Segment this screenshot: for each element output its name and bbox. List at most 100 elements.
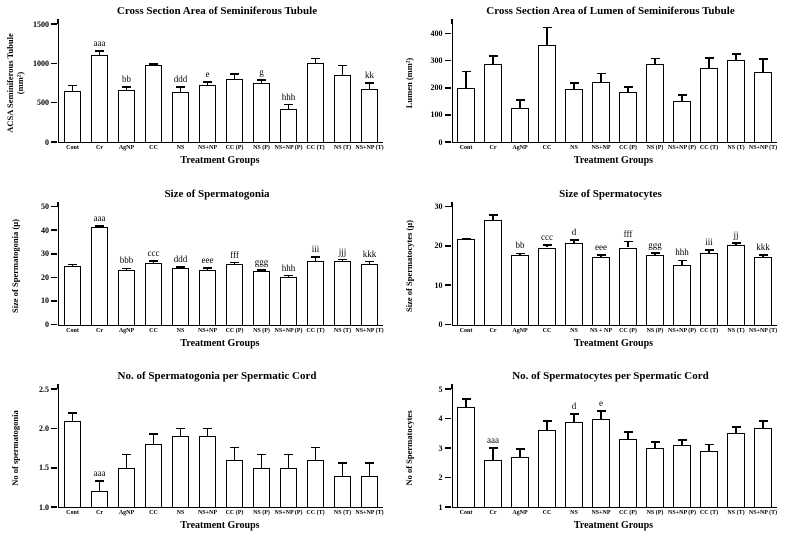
error-bar	[708, 444, 710, 452]
y-axis-tick	[444, 447, 451, 449]
error-bar-cap	[677, 259, 687, 262]
significance-annotation: kk	[365, 70, 374, 80]
significance-annotation: ggg	[254, 257, 269, 268]
error-bar-cap	[461, 237, 471, 240]
bar	[700, 451, 718, 508]
error-bar-cap	[122, 453, 131, 456]
chart-title: No. of Spermatocytes per Spermatic Cord	[512, 370, 709, 383]
significance-annotation: bb	[515, 240, 525, 251]
bar	[333, 75, 352, 142]
chart-no-of-spermatogonia-per-spermatic-cord: No. of Spermatogonia per Spermatic Cord …	[0, 365, 394, 548]
y-axis-label-wrap: Size of Spermatocytes (µ)	[394, 207, 424, 325]
x-axis-label: Treatment Groups	[180, 520, 260, 532]
error-bar-cap	[677, 439, 687, 441]
x-category-label: NS+NP	[197, 145, 218, 151]
chart-title: Size of Spermatocytes	[559, 187, 662, 200]
x-category-label: CC	[542, 327, 552, 334]
error-bar	[206, 267, 209, 271]
bar	[198, 270, 217, 325]
x-category-label: NS	[570, 510, 578, 517]
bar	[90, 491, 109, 508]
bar	[252, 82, 271, 142]
error-bar-cap	[704, 57, 714, 59]
bar	[225, 264, 244, 325]
error-bar	[206, 81, 209, 85]
bar	[646, 63, 664, 142]
bar	[619, 247, 637, 325]
bar	[360, 475, 379, 508]
bar	[144, 65, 163, 142]
y-tick-label: 2.5	[39, 384, 49, 394]
error-bar-cap	[569, 239, 579, 241]
bar	[511, 255, 529, 325]
error-bar-cap	[704, 249, 714, 252]
bar	[117, 270, 136, 325]
error-bar-cap	[365, 462, 374, 464]
significance-annotation: kkk	[362, 248, 377, 259]
y-axis-spine	[450, 384, 453, 390]
bar	[457, 239, 475, 325]
bar	[360, 88, 379, 142]
y-tick-label: 1000	[33, 58, 49, 68]
bar	[565, 421, 583, 508]
y-tick-label: 40	[41, 225, 49, 235]
error-bar-cap	[515, 252, 525, 255]
error-bar-cap	[68, 263, 77, 266]
significance-annotation: ggg	[648, 240, 662, 250]
error-bar-cap	[176, 86, 185, 88]
error-bar-cap	[596, 409, 606, 412]
error-bar	[287, 454, 290, 468]
y-tick-label: 300	[430, 56, 443, 66]
x-category-label: CC	[542, 510, 552, 517]
y-tick-label: 30	[434, 202, 443, 212]
error-bar-cap	[758, 254, 768, 256]
error-bar-cap	[284, 103, 293, 106]
y-axis-tick	[444, 476, 451, 479]
bar	[360, 263, 379, 325]
y-tick-label: 500	[37, 98, 49, 108]
x-category-label: NS + NP	[589, 327, 613, 334]
bar	[565, 243, 583, 325]
x-category-label: NS (T)	[333, 327, 352, 334]
x-axis-label: Treatment Groups	[573, 337, 654, 349]
error-bar-cap	[488, 55, 498, 58]
y-tick-label: 3	[438, 443, 443, 453]
error-bar	[573, 240, 575, 244]
chart-no-of-spermatocytes-per-spermatic-cord: No. of Spermatocytes per Spermatic Cord …	[394, 365, 787, 548]
y-axis-spine	[57, 384, 59, 390]
error-bar	[233, 262, 236, 265]
error-bar	[681, 260, 683, 266]
plot-area: 0 10 20 30 40 50 Cont aaa Cr bbb AgNP ccc CC ddd NS eee…	[41, 201, 384, 334]
error-bar	[708, 250, 710, 254]
significance-annotation: e	[205, 68, 210, 79]
y-tick-label: 2.0	[39, 424, 49, 434]
y-tick-label: 200	[430, 83, 443, 93]
x-category-label: CC (P)	[225, 327, 244, 334]
x-category-label: NS	[176, 145, 185, 151]
x-category-label: CC (P)	[619, 510, 637, 517]
bar	[727, 60, 745, 142]
x-category-label: NS+NP	[591, 145, 611, 151]
x-category-label: CC (T)	[699, 145, 719, 151]
bar	[279, 276, 298, 325]
error-bar	[492, 215, 494, 221]
error-bar-cap	[731, 53, 741, 55]
bar	[619, 91, 637, 142]
y-axis-spine	[450, 201, 453, 207]
y-axis-tick	[51, 506, 58, 508]
chart-title: Cross Section Area of Seminiferous Tubul…	[116, 5, 318, 17]
error-bar	[314, 257, 317, 261]
error-bar-cap	[338, 64, 347, 67]
y-tick-label: 50	[41, 202, 49, 212]
x-category-label: NS (T)	[333, 145, 352, 151]
y-axis-tick	[51, 323, 58, 326]
x-category-label: NS (P)	[646, 327, 664, 334]
significance-annotation: jjj	[338, 246, 347, 257]
x-axis-label: Treatment Groups	[573, 520, 654, 532]
bar	[673, 265, 691, 325]
error-bar-cap	[311, 446, 320, 449]
error-bar-cap	[149, 260, 158, 262]
bar	[457, 406, 475, 508]
bar	[538, 247, 556, 325]
